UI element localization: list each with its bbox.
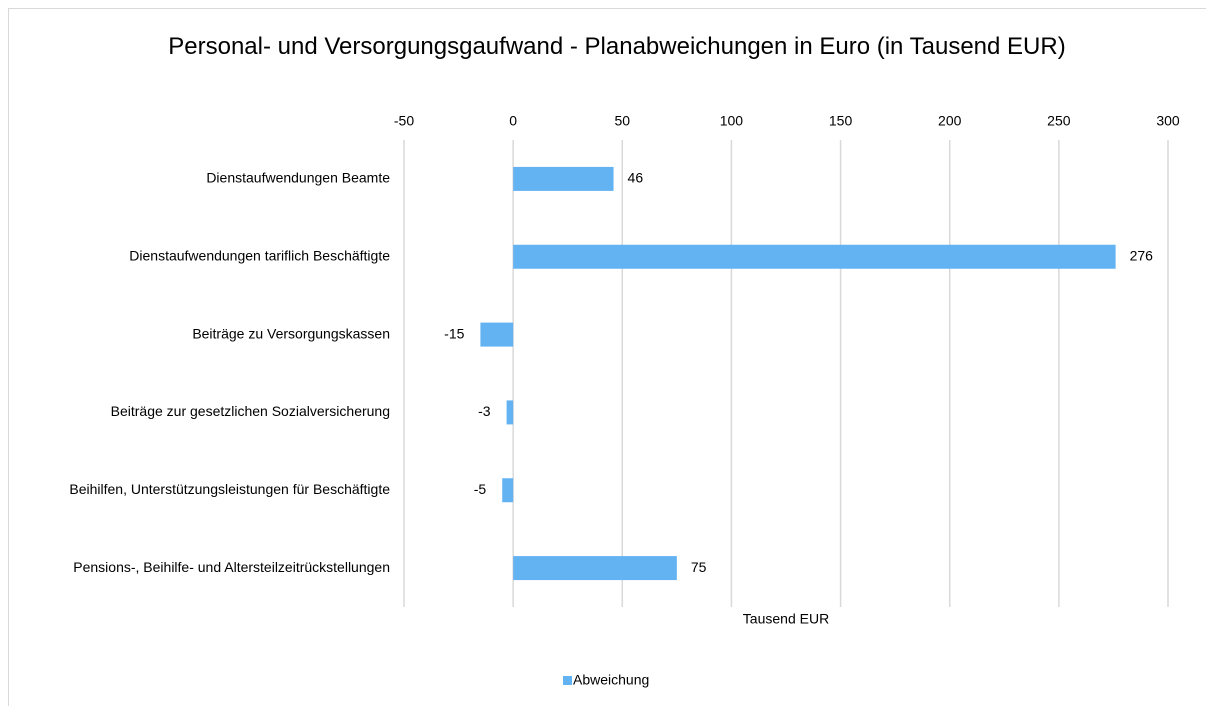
x-tick-label: -50 [394, 113, 414, 129]
bar [513, 166, 614, 191]
bar [502, 478, 514, 503]
value-label: -15 [444, 325, 464, 341]
y-tick-label: Dienstaufwendungen tariflich Beschäftigt… [129, 247, 390, 263]
bar [506, 400, 514, 425]
x-tick-label: 50 [614, 113, 630, 129]
y-tick-label: Beihilfen, Unterstützungsleistungen für … [69, 481, 390, 497]
y-tick-label: Pensions-, Beihilfe- und Altersteilzeitr… [73, 559, 390, 575]
legend-label: Abweichung [573, 672, 649, 688]
legend-swatch [563, 676, 572, 685]
y-tick-label: Beiträge zur gesetzlichen Sozialversiche… [111, 403, 390, 419]
bar [513, 244, 1116, 269]
y-tick-label: Beiträge zu Versorgungskassen [192, 325, 390, 341]
value-label: -3 [478, 403, 491, 419]
x-tick-label: 300 [1156, 113, 1180, 129]
chart-title: Personal- und Versorgungsgaufwand - Plan… [168, 33, 1066, 60]
value-label: 75 [691, 559, 707, 575]
chart-border [8, 8, 1206, 706]
value-label: -5 [474, 481, 487, 497]
value-label: 46 [628, 170, 644, 186]
x-tick-label: 200 [938, 113, 962, 129]
x-tick-label: 0 [509, 113, 517, 129]
x-tick-label: 150 [829, 113, 853, 129]
bar [480, 322, 514, 347]
value-label: 276 [1130, 247, 1154, 263]
bar [513, 556, 677, 581]
x-axis-label: Tausend EUR [743, 611, 829, 627]
x-tick-label: 100 [720, 113, 744, 129]
x-tick-label: 250 [1047, 113, 1071, 129]
y-tick-label: Dienstaufwendungen Beamte [206, 170, 390, 186]
